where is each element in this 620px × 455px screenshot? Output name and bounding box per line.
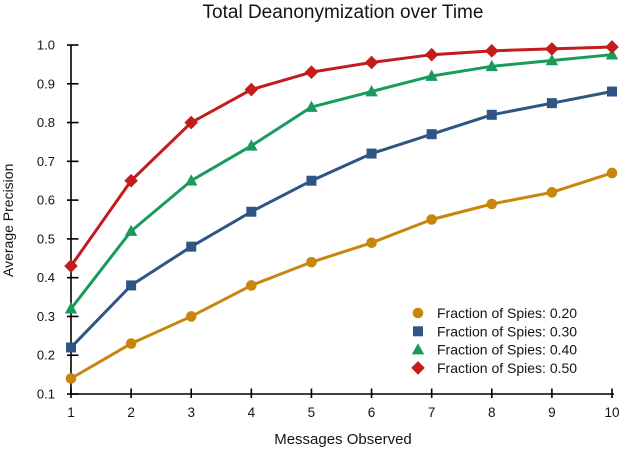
legend-label: Fraction of Spies: 0.40 [437,342,577,358]
chart-title: Total Deanonymization over Time [202,2,484,23]
x-tick-label: 10 [604,405,619,420]
series-line-1 [69,90,614,349]
series-2-data-point [425,69,438,81]
y-tick-label: 0.3 [37,309,55,324]
series-3-data-point [484,44,499,58]
x-tick-label: 4 [248,405,256,420]
series-1-data-point [186,241,197,252]
series-2-data-point [545,54,559,66]
series-0-data-point [125,338,137,349]
series-0-data-point [65,373,77,384]
series-1-data-point [66,342,76,353]
series-line-2 [69,53,614,311]
x-tick-label: 9 [548,405,556,420]
y-tick-label: 0.1 [37,387,55,402]
series-3-data-point [184,115,199,130]
legend-marker-square [413,326,423,337]
series-1-data-point [306,175,317,186]
series-2-data-point [185,174,198,186]
legend-marker-triangle [411,343,425,355]
series-0-data-point [546,187,558,198]
x-tick-label: 6 [368,405,376,420]
x-tick-label: 3 [187,405,195,420]
series-0-data-point [606,167,618,179]
series-1-data-point [607,86,617,97]
series-0-data-point [185,311,197,322]
series-3-data-point [545,42,559,56]
series-1-data-point [126,280,137,291]
y-tick-label: 0.2 [37,348,55,363]
legend-label: Fraction of Spies: 0.30 [437,323,577,339]
x-tick-label: 1 [67,405,75,420]
series-1-data-point [426,129,437,140]
series-3-data-point [244,82,259,97]
series-3-data-point [424,47,439,62]
series-0-data-point [426,214,437,225]
series-2-data-point [365,85,378,97]
series-2-data-point [245,139,258,151]
series-1-data-point [546,98,557,109]
series-1-data-point [486,109,497,120]
x-axis-label: Messages Observed [274,431,412,448]
series-3-data-point [364,55,379,70]
y-tick-label: 0.6 [37,193,55,208]
series-2-data-point [605,48,619,60]
series-2-data-point [64,302,78,314]
x-tick-label: 5 [308,405,316,420]
series-0-data-point [246,280,257,291]
series-line-0 [69,171,614,380]
series-1-data-point [246,206,257,217]
series-2-data-point [124,224,138,236]
y-tick-label: 0.8 [37,115,55,130]
legend-marker-circle [412,307,424,319]
series-2-data-point [305,100,318,112]
series-0-data-point [486,198,498,210]
series-3-data-point [124,173,138,188]
series-2-data-point [485,59,498,72]
series-0-data-point [366,237,377,249]
y-tick-label: 0.5 [37,231,55,246]
x-tick-label: 8 [488,405,496,420]
legend-label: Fraction of Spies: 0.20 [437,305,577,321]
x-tick-label: 7 [428,405,436,420]
x-tick-label: 2 [127,405,135,420]
y-tick-label: 0.9 [37,76,55,91]
y-tick-label: 0.4 [37,270,55,285]
y-tick-label: 1.0 [37,38,55,53]
series-3-data-point [605,40,619,54]
legend-marker-diamond [411,361,425,375]
legend-label: Fraction of Spies: 0.50 [437,360,577,376]
y-tick-label: 0.7 [37,154,55,169]
series-line-3 [69,45,614,268]
series-3-data-point [304,65,319,79]
series-3-data-point [64,259,78,273]
series-1-data-point [366,148,377,159]
series-0-data-point [306,256,317,268]
